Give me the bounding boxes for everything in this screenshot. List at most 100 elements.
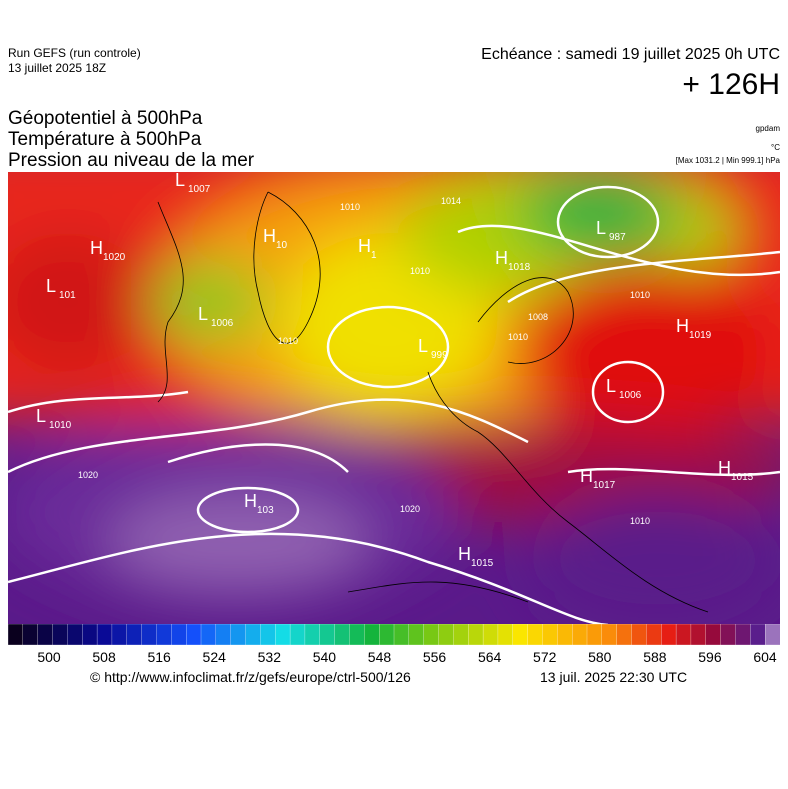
center-value: 1006 [211, 318, 234, 329]
unit: gpdam [755, 124, 780, 133]
isobar-label: 1008 [528, 312, 548, 322]
colorbar-swatch [364, 624, 380, 646]
source: © http://www.infoclimat.fr/z/gefs/europe… [90, 669, 411, 685]
colorbar-swatch [557, 624, 573, 646]
center-type: H [458, 544, 471, 564]
pressure-center: L 1006 [606, 376, 642, 401]
center-type: L [198, 304, 208, 324]
isobars [8, 185, 780, 625]
center-value: 1018 [508, 262, 531, 273]
pressure-center: L 1006 [198, 304, 234, 329]
center-type: L [418, 336, 428, 356]
colorbar-swatch [349, 624, 365, 646]
isobar-label: 1020 [78, 470, 98, 480]
isobar-label: 1010 [340, 202, 360, 212]
isobar-label: 1010 [630, 290, 650, 300]
colorbar-swatch [245, 624, 261, 646]
colorbar-swatch [37, 624, 53, 646]
colorbar-swatch [289, 624, 306, 646]
generated-time: 13 juil. 2025 22:30 UTC [540, 669, 688, 685]
pressure-center: L 999 [418, 336, 448, 361]
isobar-label: 1010 [278, 336, 298, 346]
isobar-label: 1010 [508, 332, 528, 342]
colorbar-swatch [22, 624, 39, 646]
colorbar-swatch [586, 624, 603, 646]
colorbar-swatch [304, 624, 321, 646]
colorbar-swatch [96, 624, 113, 646]
colorbar-swatch [126, 624, 143, 646]
colorbar-label: 508 [92, 649, 116, 665]
center-value: 1 [371, 250, 377, 261]
colorbar [8, 624, 780, 646]
colorbar-label: 572 [533, 649, 557, 665]
colorbar-label: 540 [312, 649, 337, 665]
center-value: 101 [59, 290, 76, 301]
colorbar-swatch [334, 624, 350, 646]
center-type: L [606, 376, 616, 396]
colorbar-swatch [215, 624, 232, 646]
title: Pression au niveau de la mer [8, 150, 255, 171]
pressure-center: H 1015 [458, 544, 494, 569]
pressure-center: H 1018 [495, 248, 531, 273]
center-value: 103 [257, 505, 274, 516]
colorbar-swatch [67, 624, 83, 646]
colorbar-swatch [82, 624, 98, 646]
colorbar-swatch [141, 624, 157, 646]
colorbar-label: 524 [202, 649, 226, 665]
unit: °C [771, 143, 780, 152]
colorbar-swatch [720, 624, 736, 646]
colorbar-label: 516 [147, 649, 171, 665]
colorbar-swatch [542, 624, 558, 646]
colorbar-swatch [735, 624, 751, 646]
colorbar-label: 564 [477, 649, 502, 665]
colorbar-label: 532 [257, 649, 281, 665]
pressure-center: H 1019 [676, 316, 712, 341]
title: Température à 500hPa [8, 129, 202, 150]
colorbar-swatch [171, 624, 187, 646]
colorbar-label: 604 [753, 649, 777, 665]
colorbar-swatch [527, 624, 543, 646]
colorbar-swatch [156, 624, 172, 646]
center-type: H [718, 458, 731, 478]
pressure-center: H 103 [244, 491, 274, 516]
colorbar-swatch [111, 624, 128, 646]
colorbar-swatch [675, 624, 692, 646]
colorbar-swatch [497, 624, 514, 646]
run-date: 13 juillet 2025 18Z [8, 61, 107, 75]
pressure-center: L 987 [596, 218, 626, 243]
colorbar-swatch [408, 624, 425, 646]
center-value: 1015 [471, 558, 494, 569]
center-type: H [263, 226, 276, 246]
colorbar-swatch [8, 624, 24, 646]
center-type: L [596, 218, 606, 238]
center-type: L [36, 406, 46, 426]
colorbar-swatch [482, 624, 499, 646]
center-type: H [495, 248, 508, 268]
center-value: 1007 [188, 184, 211, 195]
isobar-label: 1010 [630, 516, 650, 526]
isobar-label: 1014 [441, 196, 461, 206]
colorbar-swatch [765, 624, 780, 646]
center-type: L [46, 276, 56, 296]
colorbar-swatch [319, 624, 336, 646]
center-value: 1010 [49, 420, 72, 431]
center-value: 1017 [593, 480, 616, 491]
colorbar-swatch [750, 624, 766, 646]
center-value: 1020 [103, 252, 126, 263]
field [8, 172, 780, 625]
colorbar-swatch [631, 624, 647, 646]
colorbar-swatch [646, 624, 662, 646]
run-name: Run GEFS (run controle) [8, 46, 141, 60]
center-value: 999 [431, 350, 448, 361]
pressure-center: H 10 [263, 226, 288, 251]
center-value: 987 [609, 232, 626, 243]
unit: [Max 1031.2 | Min 999.1] hPa [675, 156, 780, 165]
valid-time: Echéance : samedi 19 juillet 2025 0h UTC [481, 46, 780, 63]
title: Géopotentiel à 500hPa [8, 108, 203, 129]
colorbar-label: 596 [698, 649, 722, 665]
colorbar-label: 548 [367, 649, 392, 665]
center-type: H [358, 236, 371, 256]
center-type: H [244, 491, 257, 511]
colorbar-swatch [468, 624, 484, 646]
isobar-label: 1020 [400, 504, 420, 514]
